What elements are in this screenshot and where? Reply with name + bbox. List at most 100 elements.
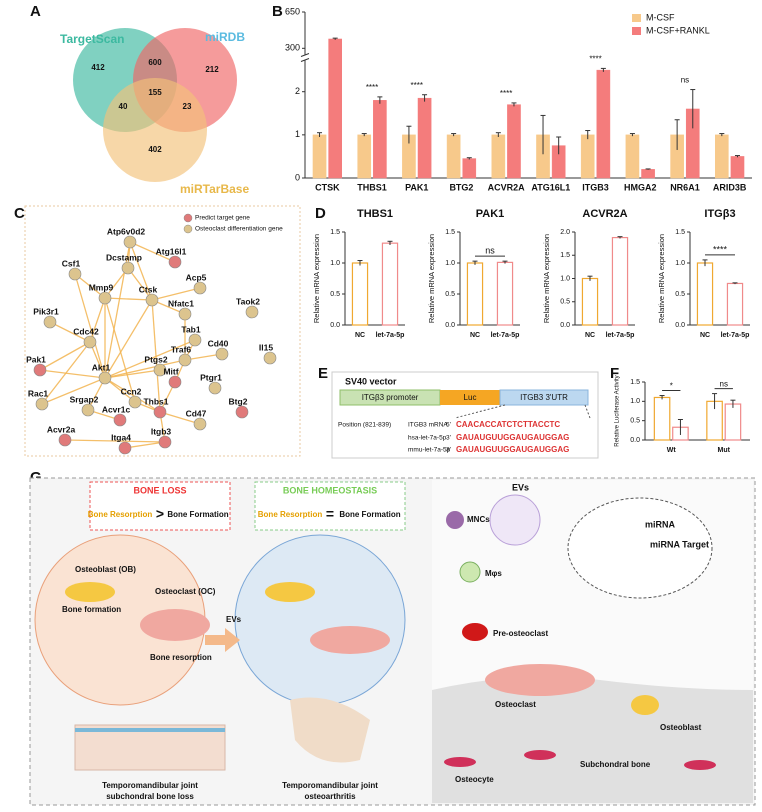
homeostasis-title: BONE HOMEOSTASIS [283,485,377,495]
venn-set [103,78,207,182]
y-tick-label: 1.5 [330,229,340,236]
y-tick-label: 1.0 [675,260,685,267]
node-label: Cd47 [186,408,207,418]
network-edge [127,267,153,301]
panel-label: E [318,365,328,382]
luc-box [440,390,500,405]
node-label: Cdc42 [73,326,99,336]
x-tick-label: NC [700,332,710,339]
significance: **** [366,83,378,92]
network-node [81,403,95,417]
venn-set-label: miRTarBase [180,182,249,196]
legend-label: M-CSF [646,12,675,22]
y-axis-label: Relative mRNA expression [312,234,321,323]
node-label: Itga4 [111,432,131,442]
label: Osteoclast (OC) [155,587,216,596]
x-tick-label: ACVR2A [488,182,526,192]
seq-name: hsa-let-7a-5p [408,435,447,442]
network-edge [49,321,91,343]
x-tick-label: THBS1 [357,182,387,192]
pre-osteoclast [462,623,488,641]
legend-swatch [632,27,641,35]
label: miRNA Target [650,539,709,549]
node-label: Taok2 [236,296,260,306]
osteocyte-cell [684,760,716,770]
node-label: Mitf [163,366,178,376]
utr-box [499,389,589,406]
construct-frame [331,371,599,459]
promoter-label: ITGβ3 promoter [362,393,419,402]
node-label: Pak1 [26,354,46,364]
panel-label: B [272,3,283,20]
x-tick-label: Mut [718,447,731,454]
node-label: Ptgs2 [144,354,167,364]
network-node [178,307,192,321]
y-tick-label: 0.0 [445,322,455,329]
seq-name: mmu-let-7a-5p [408,447,451,454]
network-edge [39,369,106,379]
y-tick-label: 1.0 [445,260,455,267]
network-edge [104,299,153,379]
network-node [168,255,182,269]
panel-label: D [315,205,326,222]
venn-count: 412 [91,63,105,72]
bar [625,134,640,179]
caption: osteoarthritis [304,792,356,801]
node-label: Akt1 [92,362,111,372]
relation: > [156,506,164,522]
x-tick-label: let-7a-5p [491,332,520,339]
y-tick-label: 1.5 [630,379,640,386]
label: miRNA [645,519,676,529]
node-label: Ptgr1 [200,372,222,382]
panel-label: F [610,365,619,382]
network-edge [104,339,196,379]
network-node [33,363,47,377]
venn-set-label: TargetScan [60,32,124,46]
network-edge [151,299,161,413]
seq-end: 5' [446,422,451,429]
osteocyte-cell [524,750,556,760]
bone-section [74,724,226,771]
chart-title: ACVR2A [582,208,627,220]
legend-swatch [632,14,641,22]
network-node [193,417,207,431]
caption: Temporomandibular joint [282,781,378,790]
network-node [153,363,167,377]
sequence: GAUAUGUUGGAUGAUGGAG [456,445,569,454]
node-label: Ctsk [139,284,158,294]
bar [726,282,744,326]
network-frame [24,205,301,457]
chart-title: PAK1 [476,208,505,220]
y-tick-label: 0.0 [330,322,340,329]
schematic: BONE LOSS Bone Resorption > Bone Formati… [29,477,756,806]
network-edge [104,359,186,379]
vector-label: SV40 vector [345,376,397,386]
axis-break [301,54,309,61]
node-label: Csf1 [62,258,81,268]
bar [496,261,514,326]
y-tick-label: 1.5 [675,229,685,236]
network-node [263,351,277,365]
network-node [121,261,135,275]
bar [357,134,372,179]
macrophage [459,561,481,583]
network-edge [64,439,166,443]
panel-label: G [30,469,42,486]
y-tick-label: 0.5 [675,291,685,298]
network-node [83,335,97,349]
zoom-line [454,404,506,419]
node-label: Srgap2 [70,394,99,404]
y-tick-label: 0.5 [445,291,455,298]
label: Osteoblast [660,723,702,732]
node-label: Thbs1 [143,396,168,406]
seq-end: 3' [446,435,451,442]
bar [596,69,611,179]
homeostasis-box [254,481,406,531]
network-node [178,353,192,367]
y-tick-label: 0.5 [630,418,640,425]
x-tick-label: BTG2 [449,182,473,192]
label: EVs [226,615,242,624]
y-tick-label: 1.5 [560,252,570,259]
network-edge [129,241,153,301]
